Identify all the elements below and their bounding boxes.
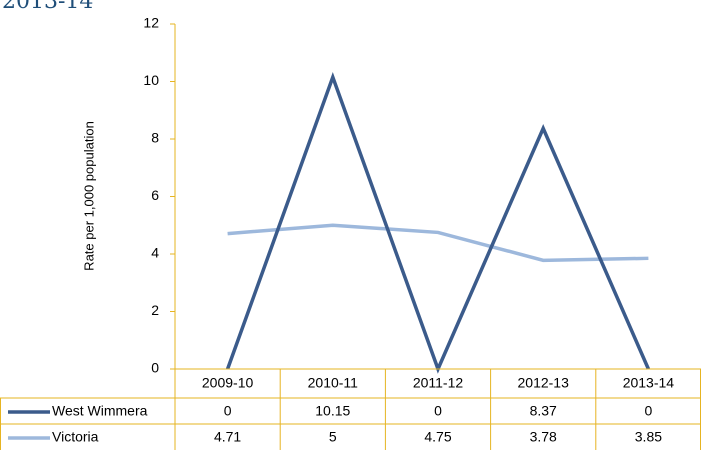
- table-value: 8.37: [530, 403, 557, 419]
- y-tick-label: 0: [151, 360, 159, 376]
- y-tick-label: 2: [151, 302, 159, 318]
- x-tick-label: 2012-13: [518, 375, 570, 391]
- table-value: 0: [645, 403, 653, 419]
- x-tick-label: 2013-14: [623, 375, 675, 391]
- table-value: 0: [224, 403, 232, 419]
- table-value: 0: [434, 403, 442, 419]
- series-line: [227, 223, 649, 263]
- legend-label: West Wimmera: [52, 403, 148, 419]
- y-tick-label: 6: [151, 187, 159, 203]
- x-tick-label: 2011-12: [413, 375, 464, 391]
- table-value: 4.71: [214, 429, 241, 445]
- x-tick-label: 2009-10: [202, 375, 254, 391]
- y-tick-label: 4: [151, 245, 159, 261]
- table-value: 10.15: [315, 403, 350, 419]
- table-value: 4.75: [424, 429, 451, 445]
- chart-title: 2013-14: [2, 0, 93, 14]
- series-line: [225, 72, 651, 374]
- x-tick-label: 2010-11: [308, 375, 359, 391]
- y-tick-label: 10: [143, 72, 159, 88]
- y-tick-label: 12: [143, 15, 159, 31]
- table-value: 5: [329, 429, 337, 445]
- table-value: 3.78: [530, 429, 557, 445]
- y-axis-label: Rate per 1,000 population: [81, 121, 96, 271]
- y-tick-label: 8: [151, 130, 159, 146]
- table-value: 3.85: [635, 429, 662, 445]
- legend-label: Victoria: [52, 429, 99, 445]
